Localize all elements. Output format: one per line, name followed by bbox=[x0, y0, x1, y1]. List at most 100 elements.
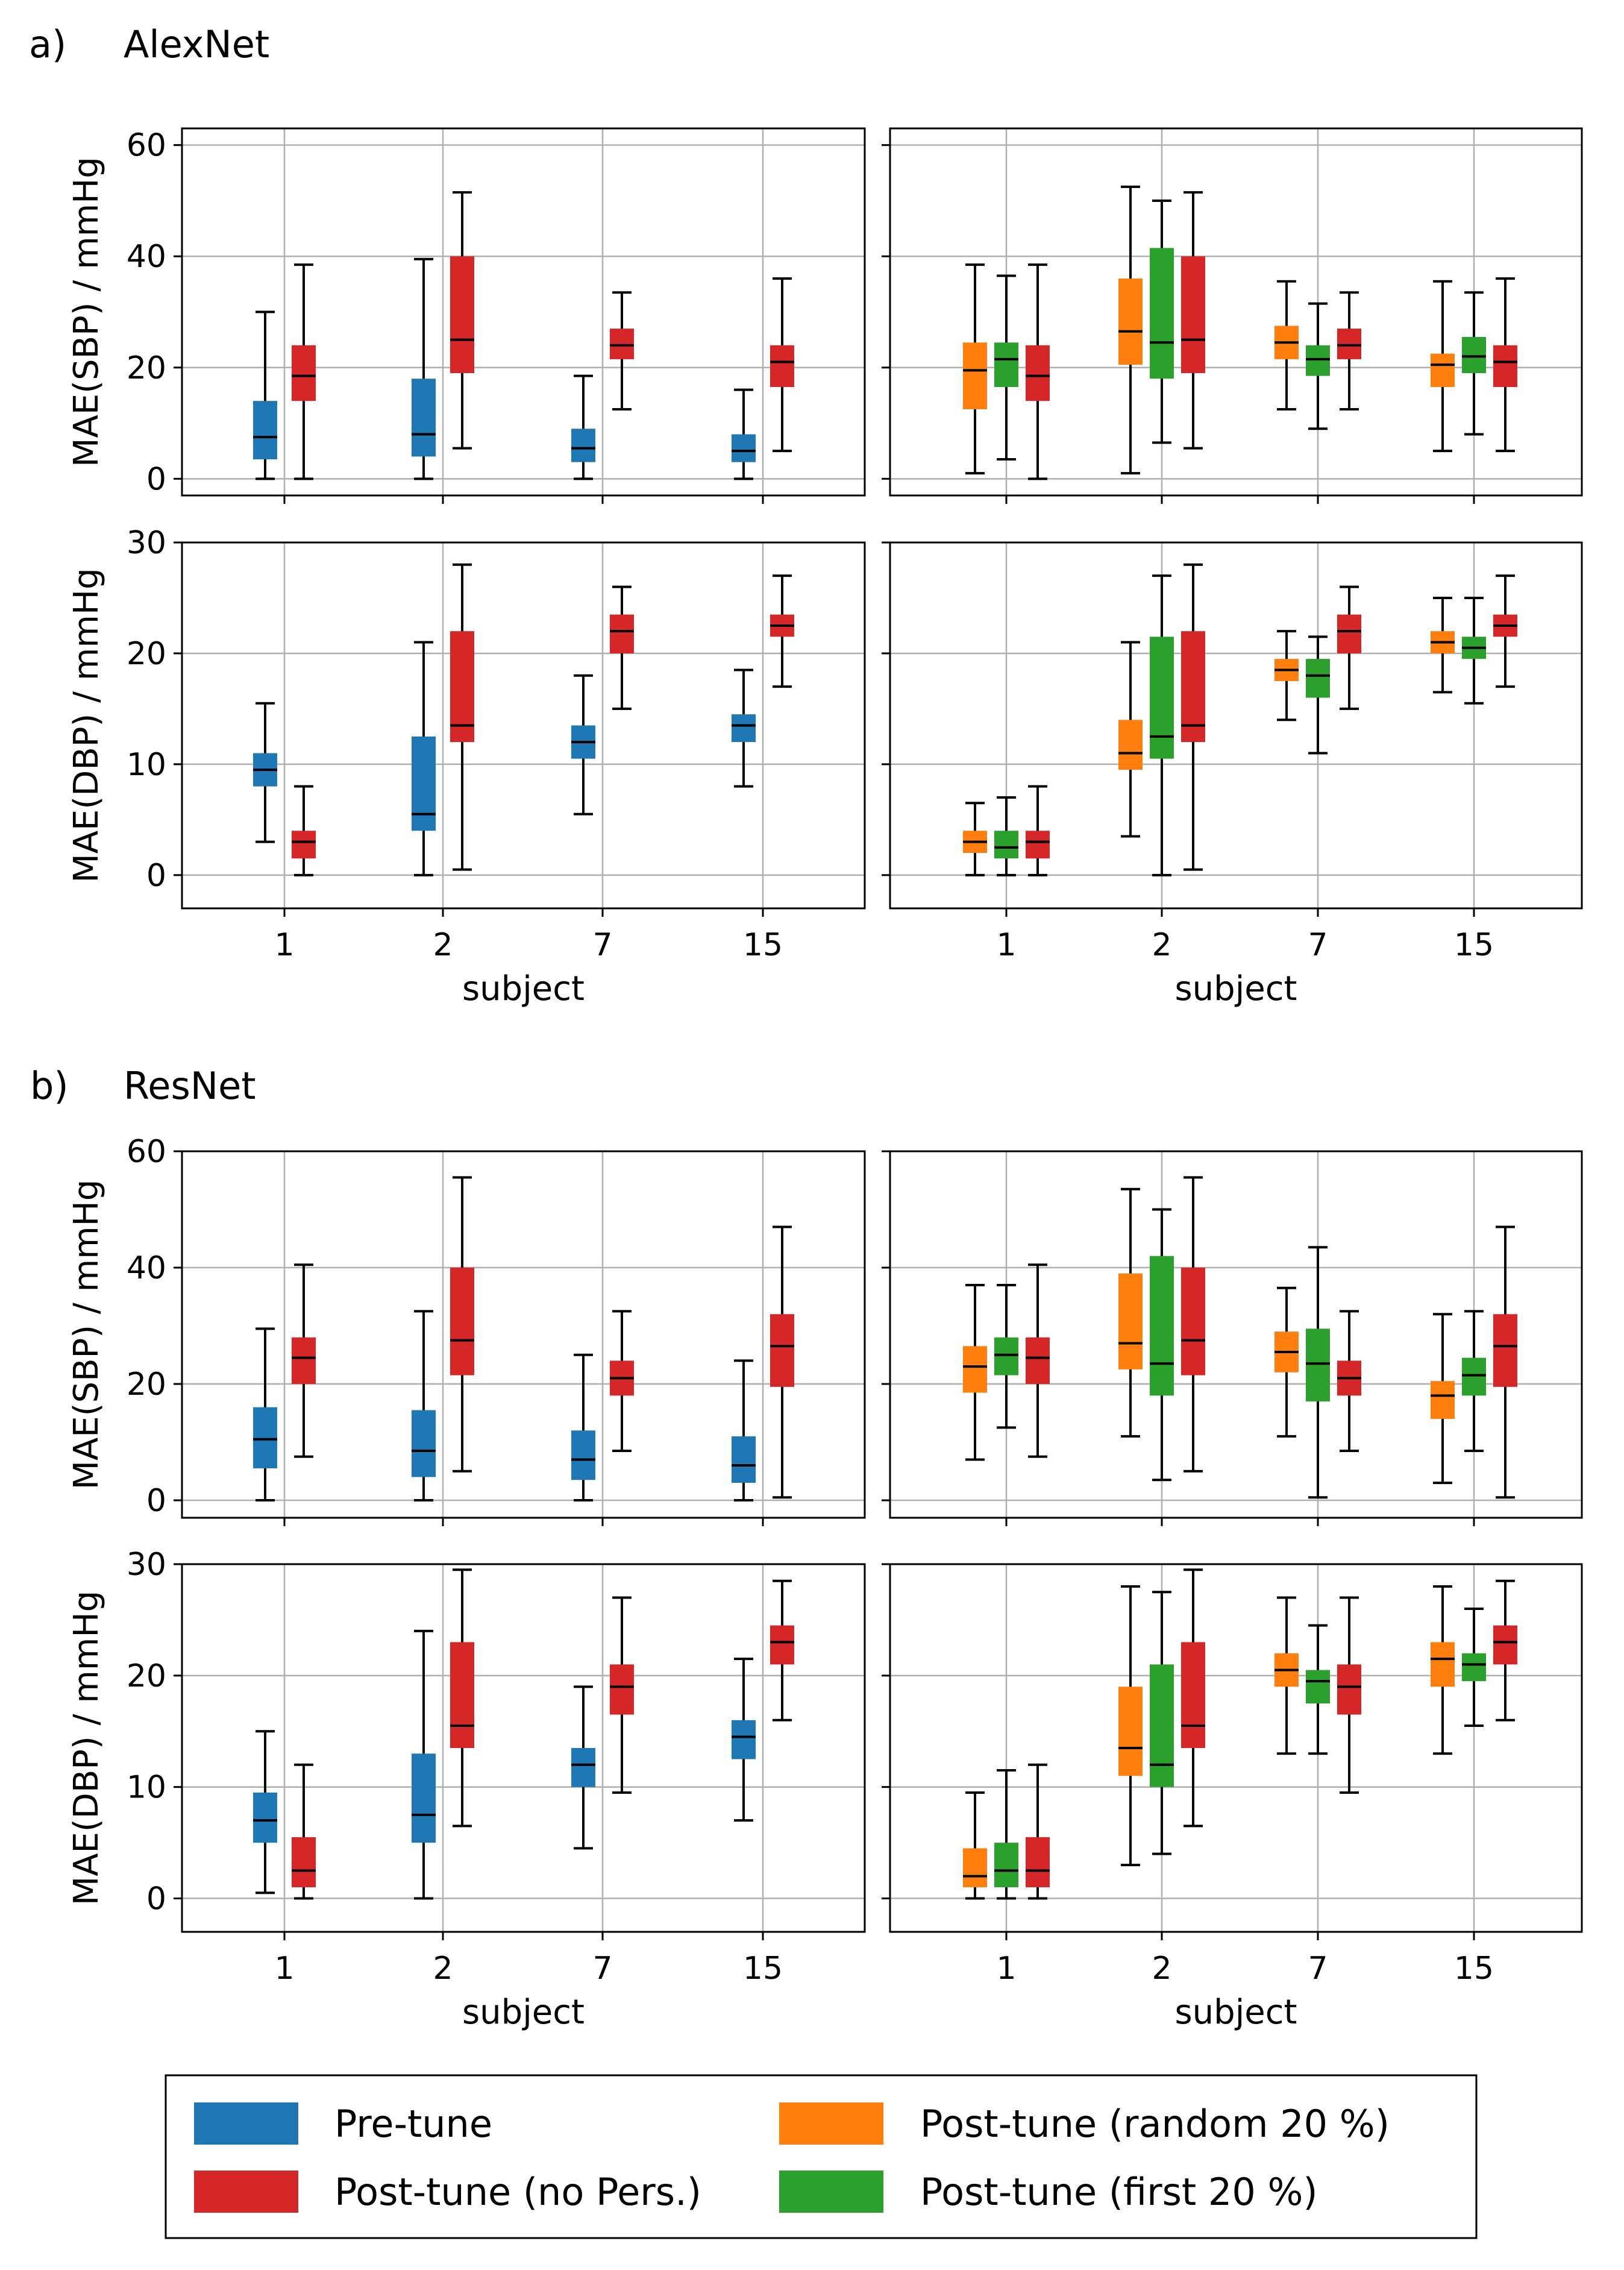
box-nopers-subject-7 bbox=[610, 291, 634, 410]
box-iqr bbox=[1181, 631, 1205, 743]
section-b-title: ResNet bbox=[124, 1064, 256, 1108]
box-nopers-subject-15 bbox=[1493, 1579, 1517, 1721]
box-iqr bbox=[292, 1837, 316, 1888]
panel-resnet-right-5 bbox=[882, 1150, 1583, 1526]
box-nopers-subject-7 bbox=[610, 1310, 634, 1453]
panel-frame bbox=[181, 1150, 866, 1519]
legend-label-first: Post-tune (first 20 %) bbox=[920, 2170, 1318, 2214]
box-iqr bbox=[450, 1642, 474, 1748]
y-tick-label: 10 bbox=[127, 1770, 166, 1806]
y-tick-label: 30 bbox=[127, 1547, 166, 1583]
x-axis-label: subject bbox=[1175, 1993, 1297, 2032]
box-iqr bbox=[963, 342, 987, 409]
box-nopers-subject-15 bbox=[770, 277, 794, 453]
box-iqr bbox=[1462, 337, 1486, 373]
box-iqr bbox=[450, 1268, 474, 1376]
box-iqr bbox=[1150, 637, 1174, 759]
panel-alexnet-right-1 bbox=[882, 127, 1583, 504]
box-nopers-subject-2 bbox=[1181, 563, 1205, 871]
box-iqr bbox=[1181, 1268, 1205, 1376]
box-iqr bbox=[1181, 256, 1205, 373]
box-iqr bbox=[571, 1748, 595, 1787]
box-random-subject-15 bbox=[1431, 280, 1455, 453]
x-tick-label: 7 bbox=[592, 1951, 612, 1987]
panel-alexnet-right-3: 1 2 7 15 subject bbox=[882, 541, 1583, 1008]
boxes-group bbox=[253, 1176, 794, 1502]
legend-label-pre-tune: Pre-tune bbox=[334, 2102, 492, 2146]
box-first-subject-15 bbox=[1462, 291, 1486, 436]
box-random-subject-2 bbox=[1118, 185, 1143, 475]
box-pre-subject-7 bbox=[571, 374, 595, 480]
box-random-subject-7 bbox=[1274, 630, 1299, 722]
box-random-subject-1 bbox=[963, 1791, 987, 1900]
y-tick-label: 20 bbox=[127, 1658, 166, 1694]
box-iqr bbox=[571, 429, 595, 462]
box-nopers-subject-2 bbox=[450, 563, 474, 871]
box-random-subject-7 bbox=[1274, 1286, 1299, 1438]
boxes-group bbox=[253, 191, 794, 480]
panel-frame bbox=[889, 1563, 1583, 1933]
box-nopers-subject-1 bbox=[292, 1763, 316, 1900]
box-nopers-subject-2 bbox=[450, 1176, 474, 1473]
y-axis-label: MAE(DBP) / mmHg bbox=[67, 568, 106, 882]
box-pre-subject-2 bbox=[412, 641, 436, 876]
box-pre-subject-1 bbox=[253, 1730, 277, 1894]
box-iqr bbox=[1493, 1625, 1517, 1665]
box-nopers-subject-1 bbox=[1026, 1763, 1050, 1900]
y-tick-label: 60 bbox=[127, 128, 166, 164]
box-first-subject-15 bbox=[1462, 1607, 1486, 1728]
box-first-subject-1 bbox=[994, 1769, 1018, 1900]
box-nopers-subject-15 bbox=[1493, 1225, 1517, 1499]
box-iqr bbox=[1118, 278, 1143, 365]
box-iqr bbox=[1306, 345, 1330, 376]
box-iqr bbox=[610, 1664, 634, 1715]
legend-swatch-no-pers bbox=[194, 2171, 298, 2213]
box-nopers-subject-1 bbox=[1026, 263, 1050, 480]
box-iqr bbox=[253, 1407, 277, 1468]
box-iqr bbox=[253, 1792, 277, 1843]
box-iqr bbox=[1026, 345, 1050, 401]
box-iqr bbox=[450, 256, 474, 373]
box-iqr bbox=[963, 1346, 987, 1393]
box-random-subject-2 bbox=[1118, 641, 1143, 838]
box-pre-subject-2 bbox=[412, 1310, 436, 1502]
box-first-subject-2 bbox=[1150, 1208, 1174, 1482]
x-axis-label: subject bbox=[462, 969, 585, 1008]
box-nopers-subject-15 bbox=[1493, 574, 1517, 688]
box-nopers-subject-1 bbox=[292, 1263, 316, 1458]
box-pre-subject-15 bbox=[732, 388, 756, 480]
box-nopers-subject-2 bbox=[1181, 1176, 1205, 1473]
box-iqr bbox=[610, 329, 634, 359]
box-iqr bbox=[412, 1753, 436, 1843]
box-random-subject-2 bbox=[1118, 1187, 1143, 1438]
x-tick-label: 7 bbox=[1308, 1951, 1328, 1987]
box-iqr bbox=[1306, 1328, 1330, 1401]
box-iqr bbox=[1150, 248, 1174, 379]
section-b-letter: b) bbox=[30, 1064, 69, 1108]
box-iqr bbox=[732, 434, 756, 462]
x-tick-label: 7 bbox=[592, 927, 612, 963]
panel-frame bbox=[889, 541, 1583, 910]
y-tick-label: 30 bbox=[127, 525, 166, 561]
box-iqr bbox=[770, 1625, 794, 1665]
box-iqr bbox=[994, 342, 1018, 388]
y-tick-label: 20 bbox=[127, 636, 166, 672]
box-iqr bbox=[571, 1430, 595, 1480]
box-random-subject-7 bbox=[1274, 280, 1299, 410]
panel-alexnet-left-0: 0 20 40 60 MAE(SBP) / mmHg bbox=[67, 127, 866, 504]
box-iqr bbox=[1462, 1357, 1486, 1396]
box-iqr bbox=[994, 1337, 1018, 1376]
box-nopers-subject-15 bbox=[1493, 277, 1517, 453]
panel-resnet-right-7: 1 2 7 15 subject bbox=[882, 1563, 1583, 2032]
box-iqr bbox=[292, 1337, 316, 1385]
panel-frame bbox=[889, 127, 1583, 497]
boxes-group bbox=[963, 1568, 1517, 1900]
box-first-subject-1 bbox=[994, 274, 1018, 461]
box-pre-subject-15 bbox=[732, 1359, 756, 1502]
box-iqr bbox=[1118, 1273, 1143, 1369]
box-nopers-subject-1 bbox=[1026, 785, 1050, 876]
y-tick-label: 40 bbox=[127, 239, 166, 275]
x-tick-label: 15 bbox=[743, 927, 783, 963]
box-iqr bbox=[1337, 329, 1361, 359]
